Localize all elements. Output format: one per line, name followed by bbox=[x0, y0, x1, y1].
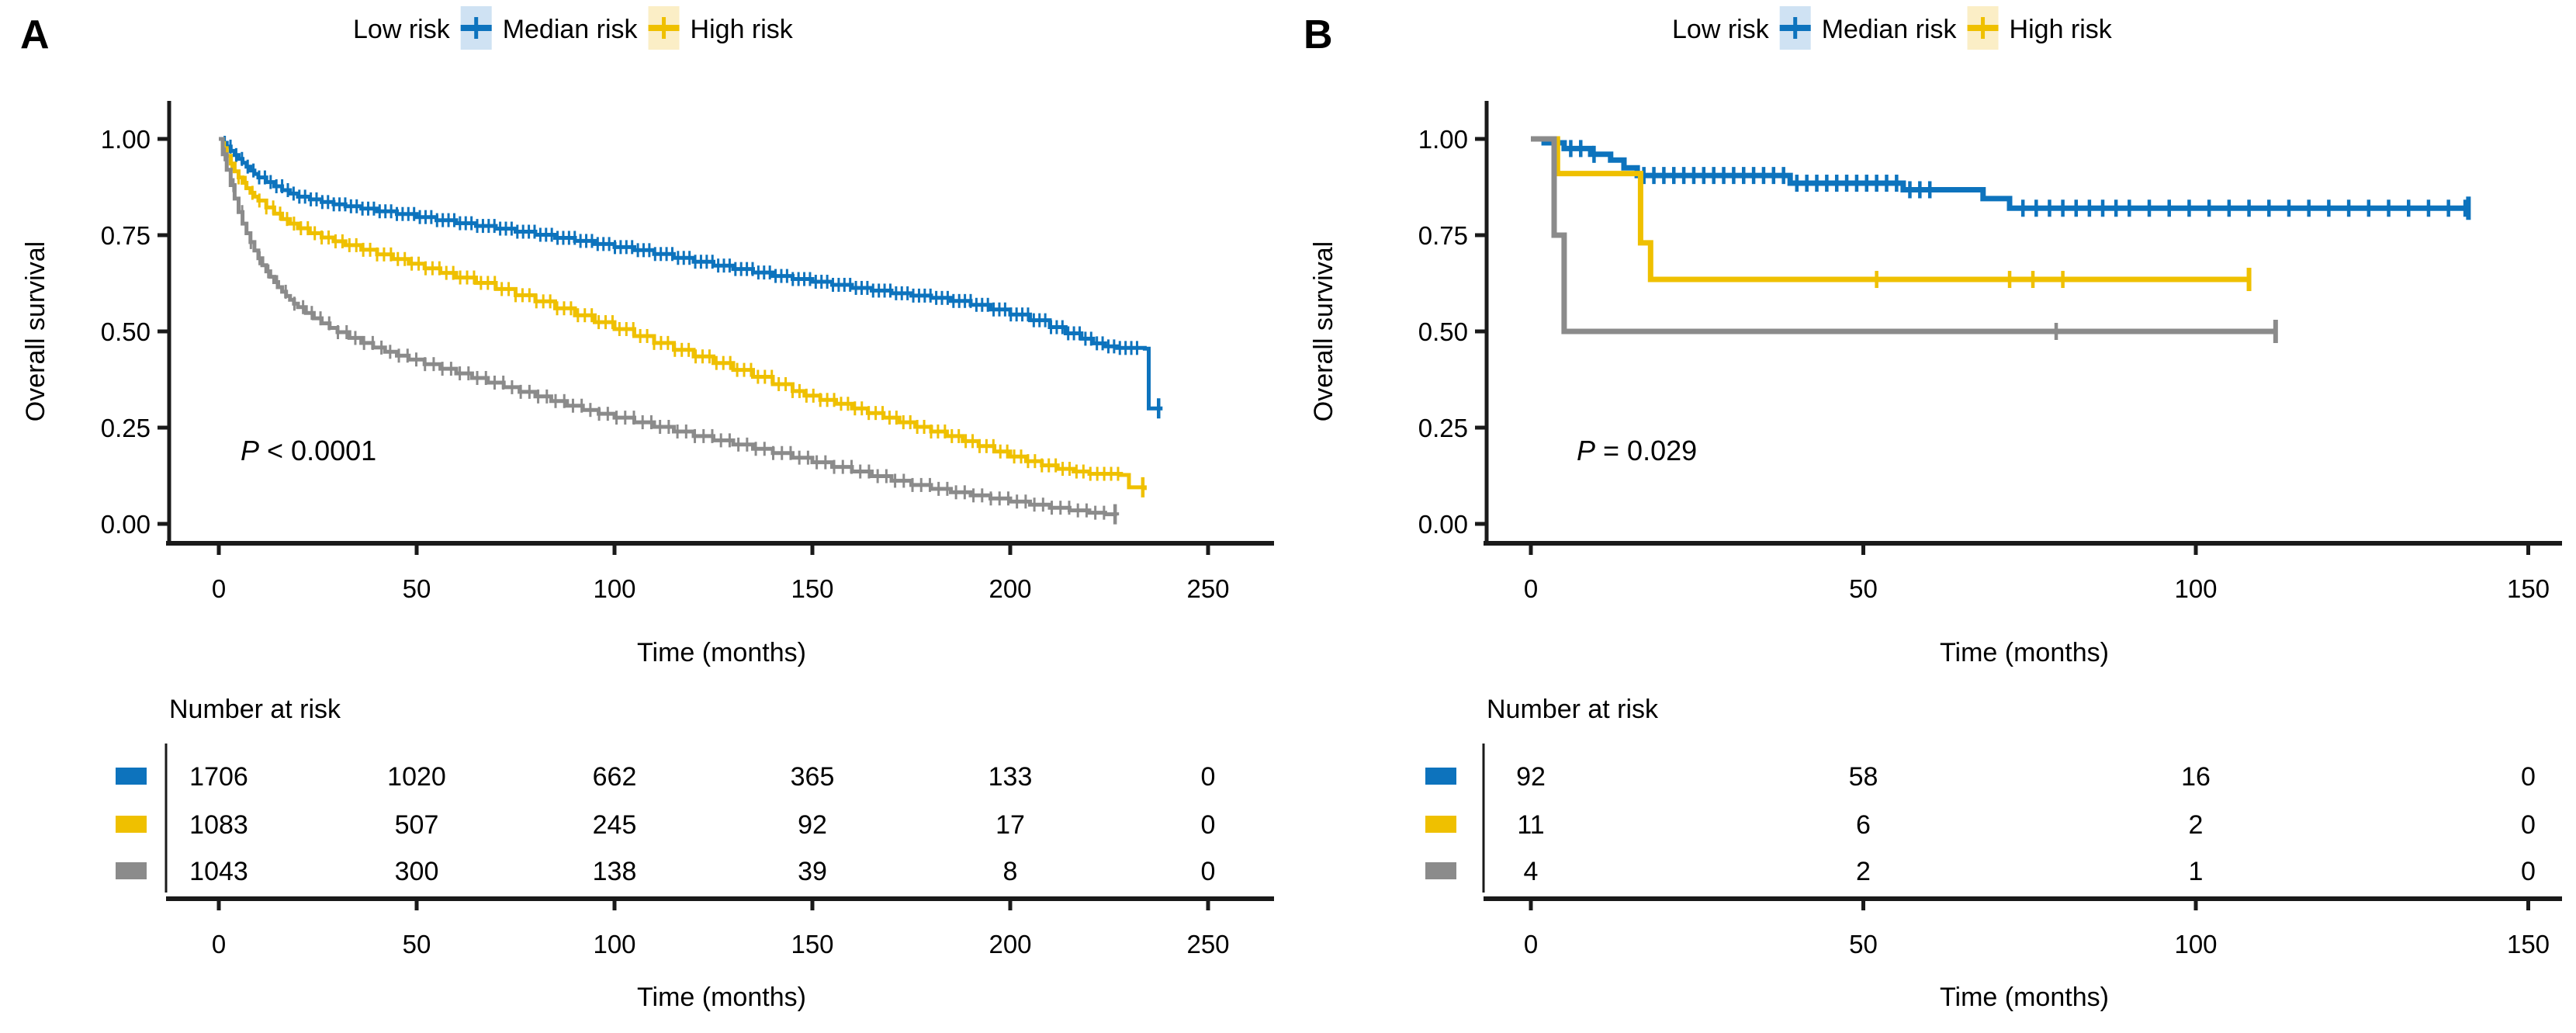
panel-label: A bbox=[20, 12, 50, 57]
risk-row-swatch-high-risk bbox=[116, 862, 147, 879]
km-curve-median-risk bbox=[1531, 136, 2249, 283]
risk-count: 0 bbox=[1201, 762, 1216, 792]
p-symbol: P bbox=[1577, 435, 1595, 466]
risk-count: 0 bbox=[2521, 857, 2536, 886]
y-tick-label: 1.00 bbox=[1418, 125, 1468, 154]
risk-count: 4 bbox=[1524, 857, 1539, 886]
risk-x-tick-label: 100 bbox=[593, 930, 635, 958]
x-tick-label: 50 bbox=[1849, 574, 1878, 603]
x-tick-label: 150 bbox=[2507, 574, 2550, 603]
x-axis-label: Time (months) bbox=[1940, 638, 2109, 667]
risk-table-title: Number at risk bbox=[169, 695, 341, 724]
y-tick-label: 0.25 bbox=[101, 414, 151, 442]
risk-count: 0 bbox=[2521, 762, 2536, 792]
km-curve-high-risk bbox=[1531, 136, 2276, 335]
y-tick-label: 0.00 bbox=[101, 510, 151, 539]
legend-item-label: Median risk bbox=[1822, 15, 1958, 44]
risk-count: 507 bbox=[395, 810, 439, 840]
risk-x-tick-label: 200 bbox=[989, 930, 1031, 958]
y-tick-label: 0.75 bbox=[101, 221, 151, 250]
y-axis-label: Overall survival bbox=[21, 241, 50, 421]
legend-item-label: Median risk bbox=[503, 15, 639, 44]
y-tick-label: 0.75 bbox=[1418, 221, 1468, 250]
risk-x-tick-label: 0 bbox=[212, 930, 226, 958]
p-value-text: P < 0.0001 bbox=[241, 435, 376, 466]
risk-row-swatch-median-risk bbox=[116, 816, 147, 833]
risk-count: 0 bbox=[2521, 810, 2536, 840]
x-tick-label: 100 bbox=[593, 574, 635, 603]
risk-count: 138 bbox=[593, 857, 637, 886]
x-tick-label: 100 bbox=[2174, 574, 2217, 603]
risk-count: 245 bbox=[593, 810, 637, 840]
y-tick-label: 0.50 bbox=[101, 317, 151, 346]
risk-x-tick-label: 50 bbox=[1849, 930, 1878, 958]
risk-count: 92 bbox=[798, 810, 827, 840]
y-axis-label: Overall survival bbox=[1309, 241, 1338, 421]
legend-item-label: Low risk bbox=[353, 15, 451, 44]
risk-x-tick-label: 0 bbox=[1524, 930, 1538, 958]
risk-count: 1 bbox=[2189, 857, 2204, 886]
km-curve-low-risk bbox=[1531, 136, 2469, 211]
p-value-text: P = 0.029 bbox=[1577, 435, 1697, 466]
risk-count: 6 bbox=[1856, 810, 1871, 840]
risk-count: 0 bbox=[1201, 810, 1216, 840]
y-tick-label: 0.50 bbox=[1418, 317, 1468, 346]
x-tick-label: 150 bbox=[791, 574, 833, 603]
risk-row-swatch-high-risk bbox=[1425, 862, 1456, 879]
risk-table-title: Number at risk bbox=[1487, 695, 1659, 724]
x-tick-label: 0 bbox=[212, 574, 226, 603]
risk-count: 365 bbox=[791, 762, 835, 792]
risk-count: 2 bbox=[2189, 810, 2204, 840]
risk-count: 16 bbox=[2181, 762, 2211, 792]
x-tick-label: 250 bbox=[1186, 574, 1229, 603]
risk-x-tick-label: 150 bbox=[2507, 930, 2550, 958]
panel-label: B bbox=[1304, 12, 1333, 57]
risk-x-tick-label: 50 bbox=[403, 930, 431, 958]
risk-row-swatch-low-risk bbox=[1425, 768, 1456, 785]
risk-count: 1706 bbox=[189, 762, 248, 792]
risk-count: 662 bbox=[593, 762, 637, 792]
risk-count: 8 bbox=[1003, 857, 1018, 886]
x-tick-label: 200 bbox=[989, 574, 1031, 603]
risk-row-swatch-low-risk bbox=[116, 768, 147, 785]
risk-count: 133 bbox=[989, 762, 1033, 792]
panel-a: A Low risk Median risk High risk Overall sur… bbox=[20, 6, 1274, 1012]
y-tick-label: 1.00 bbox=[101, 125, 151, 154]
risk-count: 300 bbox=[395, 857, 439, 886]
km-curve-low-risk bbox=[219, 137, 1163, 411]
x-tick-label: 0 bbox=[1524, 574, 1538, 603]
risk-x-tick-label: 250 bbox=[1186, 930, 1229, 958]
legend-item-label: High risk bbox=[2010, 15, 2113, 44]
risk-count: 1043 bbox=[189, 857, 248, 886]
risk-row-swatch-median-risk bbox=[1425, 816, 1456, 833]
legend-item-label: High risk bbox=[691, 15, 794, 44]
risk-count: 0 bbox=[1201, 857, 1216, 886]
p-comparison: = 0.029 bbox=[1603, 435, 1697, 466]
risk-count: 1020 bbox=[387, 762, 446, 792]
risk-x-tick-label: 150 bbox=[791, 930, 833, 958]
risk-count: 17 bbox=[995, 810, 1025, 840]
legend-item-label: Low risk bbox=[1672, 15, 1770, 44]
p-comparison: < 0.0001 bbox=[267, 435, 376, 466]
risk-x-axis-label: Time (months) bbox=[1940, 983, 2109, 1012]
y-tick-label: 0.25 bbox=[1418, 414, 1468, 442]
x-tick-label: 50 bbox=[403, 574, 431, 603]
risk-count: 92 bbox=[1516, 762, 1546, 792]
panel-b: B Low risk Median risk High risk Overall sur… bbox=[1304, 6, 2562, 1012]
risk-count: 39 bbox=[798, 857, 827, 886]
y-tick-label: 0.00 bbox=[1418, 510, 1468, 539]
risk-count: 11 bbox=[1517, 810, 1544, 840]
risk-count: 1083 bbox=[189, 810, 248, 840]
risk-count: 2 bbox=[1856, 857, 1871, 886]
risk-x-tick-label: 100 bbox=[2174, 930, 2217, 958]
risk-x-axis-label: Time (months) bbox=[637, 983, 806, 1012]
p-symbol: P bbox=[241, 435, 259, 466]
x-axis-label: Time (months) bbox=[637, 638, 806, 667]
risk-count: 58 bbox=[1849, 762, 1878, 792]
